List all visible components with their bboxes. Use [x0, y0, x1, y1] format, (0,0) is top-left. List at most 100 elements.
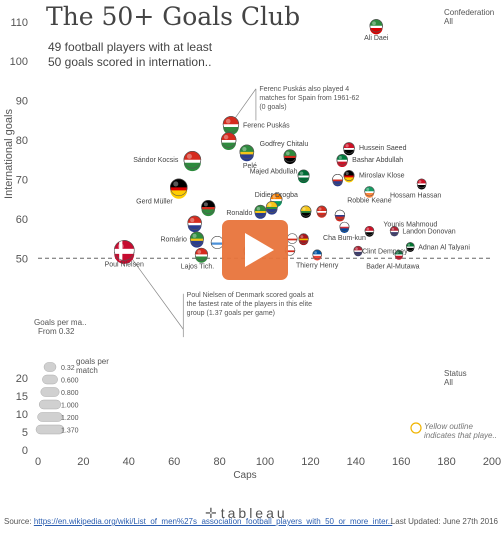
point-label: Thierry Henry: [296, 262, 339, 269]
data-point-outline: [183, 151, 202, 169]
data-point-outline: [369, 19, 383, 33]
x-tick-label: 60: [168, 456, 180, 468]
y-tick-label: 80: [16, 135, 28, 147]
lower-y-tick-label: 20: [16, 373, 28, 385]
data-point-gloss: [203, 202, 208, 207]
data-point: [339, 221, 350, 234]
annotation-leader-nielsen: [129, 256, 184, 330]
lower-y-tick-label: 5: [22, 427, 28, 439]
data-point-gloss: [314, 251, 317, 254]
data-point-top: [364, 226, 374, 231]
data-point-bottom: [201, 209, 215, 217]
data-point-bottom: [343, 149, 355, 156]
status-filter[interactable]: Status All: [444, 369, 467, 387]
data-point-top: [170, 178, 188, 188]
data-point-outline: [254, 204, 267, 218]
point-label: Hossam Hassan: [390, 192, 441, 199]
play-icon: [245, 233, 274, 267]
data-point-outline: [187, 215, 202, 230]
data-point-gloss: [366, 187, 370, 191]
data-point-gloss: [302, 207, 306, 211]
status-filter-label: Status: [444, 369, 467, 378]
data-point-top: [287, 233, 298, 239]
data-point-outline: [113, 240, 135, 261]
data-point-bottom: [300, 212, 312, 219]
data-point-top: [201, 200, 215, 208]
data-point-bottom: [195, 256, 208, 263]
data-point-bottom: [336, 161, 348, 168]
subtitle-line-1: 49 football players with at least: [48, 40, 213, 54]
data-point: [189, 231, 204, 248]
data-point: [286, 233, 298, 246]
annotation-nielsen-line: the fastest rate of the players in this …: [187, 301, 312, 308]
data-point-bottom: [211, 244, 224, 251]
data-point: [316, 205, 328, 218]
data-point-outline: [297, 169, 310, 182]
point-label: Gerd Müller: [136, 198, 173, 205]
data-point: [113, 240, 135, 264]
data-point: [221, 132, 237, 151]
size-legend-label: 1.370: [61, 428, 79, 435]
data-point-gloss: [190, 218, 195, 223]
data-point-gloss: [268, 203, 272, 207]
data-point-bottom: [187, 225, 202, 233]
point-label: Sándor Kocsis: [133, 157, 179, 164]
data-point: [343, 142, 355, 156]
point-label: Majed Abdullah: [250, 169, 298, 176]
data-point-outline: [265, 201, 278, 213]
y-tick-label: 50: [16, 253, 28, 265]
data-point: [369, 19, 383, 35]
data-point: [364, 186, 375, 198]
size-legend-label: 0.800: [61, 390, 79, 397]
x-tick-label: 200: [483, 456, 501, 468]
x-tick-label: 0: [35, 456, 41, 468]
data-point-top: [190, 231, 204, 239]
data-point-bottom: [390, 232, 399, 237]
data-point: [298, 233, 309, 246]
data-point-outline: [405, 242, 415, 251]
data-point-bottom: [339, 228, 350, 234]
data-point-bottom: [417, 184, 427, 190]
data-point-gloss: [285, 151, 290, 156]
data-point-gloss: [391, 227, 395, 231]
lower-plot: 0 20 40 60 80 100 120 140 160 180 200 Caps 0 5 10 15 20 0…: [16, 362, 501, 481]
goals-per-match-filter-value: From 0.32: [38, 327, 75, 336]
data-point-outline: [339, 221, 350, 232]
data-point-outline: [189, 231, 204, 246]
size-legend-swatch: [38, 399, 62, 410]
data-point-gloss: [345, 171, 349, 176]
point-label: Hussein Saeed: [359, 145, 407, 152]
data-point-gloss: [407, 243, 411, 247]
data-point: [183, 151, 202, 172]
data-point-gloss: [197, 249, 202, 254]
point-label: Pelé: [243, 163, 257, 170]
source-link[interactable]: https://en.wikipedia.org/wiki/List_of_me…: [33, 517, 393, 526]
data-point-gloss: [186, 153, 192, 159]
data-point-top: [187, 215, 202, 223]
data-point: [187, 215, 202, 233]
data-point-gloss: [355, 247, 358, 250]
tableau-logo[interactable]: ✛ tableau: [205, 505, 288, 522]
source-label: Source:: [4, 517, 32, 526]
lower-y-tick-label: 15: [16, 391, 28, 403]
goals-per-match-filter[interactable]: Goals per ma.. From 0.32: [34, 318, 86, 336]
size-legend-label: 0.32: [61, 365, 75, 372]
point-label: Ali Daei: [364, 35, 389, 42]
data-point-bottom: [254, 213, 267, 219]
data-point-gloss: [242, 147, 247, 152]
y-tick-label: 70: [16, 174, 28, 186]
point-label: Robbie Keane: [347, 197, 391, 204]
data-point-outline: [353, 245, 363, 255]
data-point-bottom: [266, 209, 278, 215]
size-legend-title: goals per match: [76, 357, 109, 375]
data-point-outline: [394, 250, 404, 259]
size-legend-title-line-2: match: [76, 366, 98, 375]
x-tick-label: 100: [256, 456, 274, 468]
point-label: Miroslav Klose: [359, 173, 405, 180]
size-legend-label: 0.600: [61, 378, 79, 385]
confederation-filter[interactable]: Confederation All: [444, 8, 494, 26]
page-subtitle: 49 football players with at least 50 goa…: [48, 40, 278, 70]
size-legend-swatch: [40, 387, 60, 397]
data-point-top: [343, 142, 355, 148]
